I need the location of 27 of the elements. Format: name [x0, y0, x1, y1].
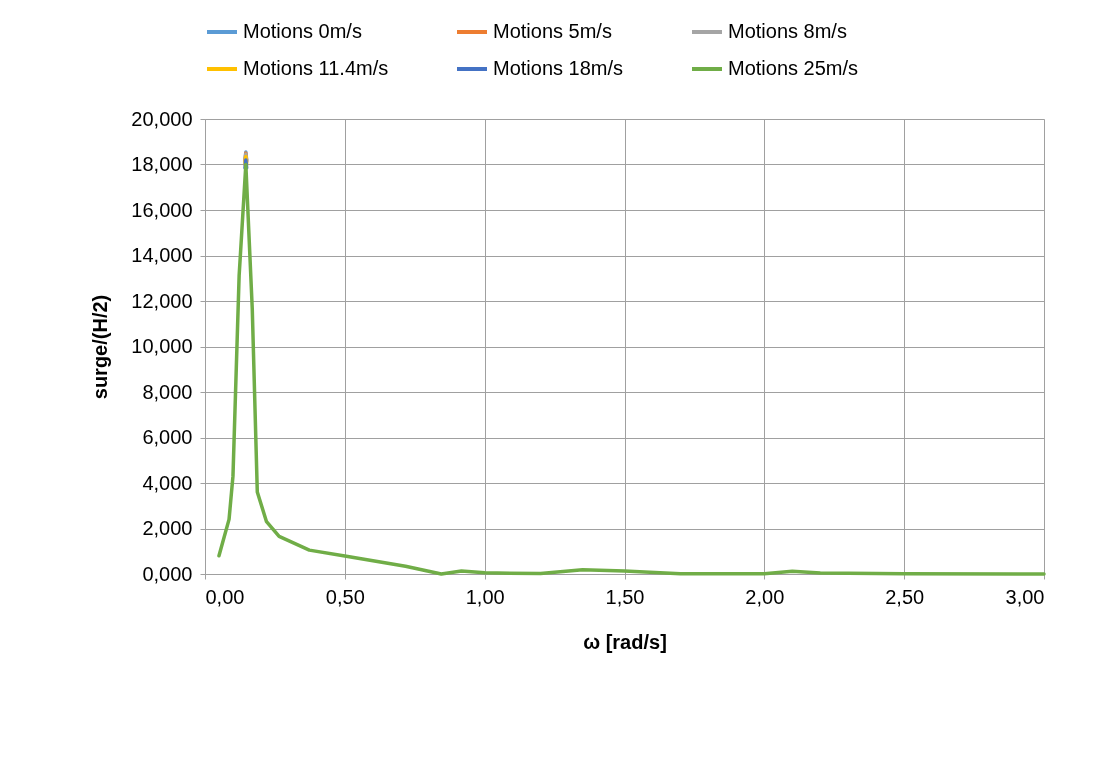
legend-label: Motions 11.4m/s	[243, 57, 389, 79]
x-tick-label: 3,00	[1005, 585, 1045, 608]
y-tick-label: 10,000	[131, 335, 193, 357]
legend-label: Motions 18m/s	[493, 57, 624, 79]
legend-label: Motions 25m/s	[728, 57, 859, 79]
y-tick-label: 2,000	[142, 517, 193, 539]
legend-label: Motions 0m/s	[243, 20, 362, 42]
legend-label: Motions 5m/s	[493, 20, 612, 42]
x-tick-label: 0,50	[325, 585, 365, 608]
y-tick-label: 4,000	[142, 471, 193, 494]
y-tick-label: 12,000	[131, 289, 193, 312]
line-series	[217, 162, 1046, 576]
y-tick-label: 8,000	[142, 380, 193, 403]
x-tick-label: 2,50	[885, 585, 925, 608]
x-tick-label: 1,50	[605, 585, 645, 608]
y-tick-label: 0,000	[142, 562, 193, 585]
x-tick-label: 1,00	[465, 585, 505, 608]
x-tick-label: 0,00	[205, 585, 245, 608]
y-axis-title: surge/(H/2)	[89, 294, 112, 400]
legend-label: Motions 8m/s	[728, 20, 847, 42]
y-tick-label: 6,000	[142, 426, 193, 448]
y-tick-label: 18,000	[131, 153, 193, 175]
y-tick-label: 16,000	[131, 198, 193, 221]
x-axis-title: ω [rad/s]	[583, 630, 667, 653]
x-tick-label: 2,00	[745, 585, 785, 608]
y-tick-label: 14,000	[131, 244, 193, 266]
y-tick-label: 20,000	[131, 107, 193, 130]
